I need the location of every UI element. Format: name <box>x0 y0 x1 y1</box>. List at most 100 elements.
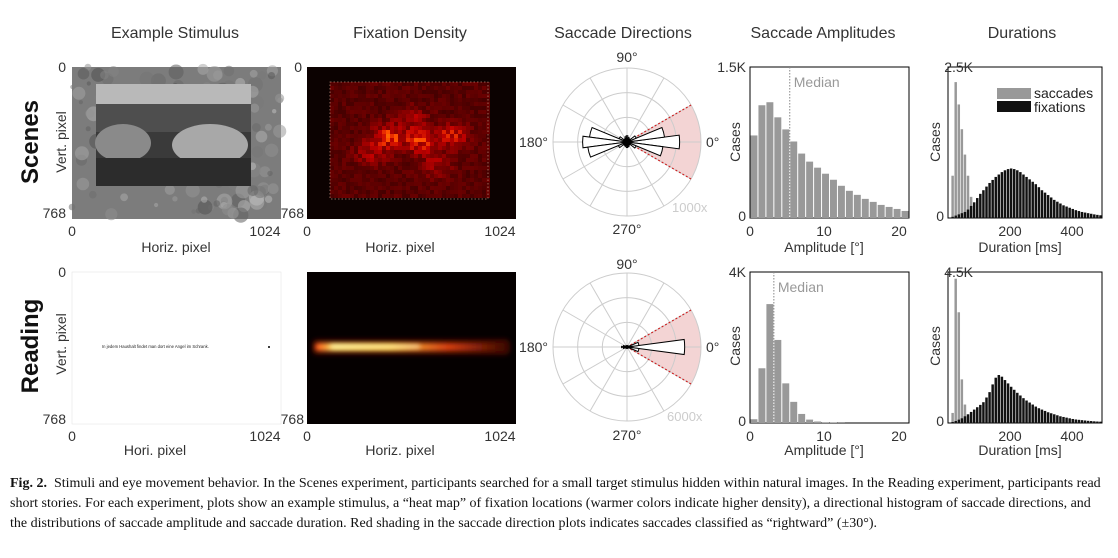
heatmap-cell <box>386 98 390 102</box>
heatmap-cell <box>370 126 374 130</box>
polar-spoke <box>589 346 628 412</box>
heatmap-cell <box>406 182 410 186</box>
heatmap-cell <box>446 138 450 142</box>
heatmap-cell <box>374 130 378 134</box>
heatmap-cell <box>382 186 386 190</box>
heatmap-cell <box>402 190 406 194</box>
heatmap-cell <box>470 114 474 118</box>
reading-amplitude-xtick-0: 0 <box>746 428 754 444</box>
direction-bar <box>582 135 628 149</box>
fixations-bar <box>1059 203 1062 218</box>
heatmap-cell <box>354 178 358 182</box>
heatmap-cell <box>370 190 374 194</box>
heatmap-cell <box>414 114 418 118</box>
heatmap-cell <box>442 162 446 166</box>
heatmap-cell <box>414 166 418 170</box>
heatmap-cell <box>438 122 442 126</box>
heatmap-cell <box>418 114 422 118</box>
heatmap-cell <box>438 94 442 98</box>
heatmap-cell <box>330 126 334 130</box>
heatmap-cell <box>466 134 470 138</box>
heatmap-cell <box>402 138 406 142</box>
legend-swatch-saccades <box>997 88 1031 99</box>
heatmap-cell <box>338 162 342 166</box>
heatmap-cell <box>410 194 414 198</box>
heatmap-cell <box>378 142 382 146</box>
heatmap-cell <box>462 162 466 166</box>
fixations-bar <box>1074 419 1078 423</box>
heatmap-cell <box>462 102 466 106</box>
heatmap-cell <box>434 150 438 154</box>
heatmap-cell <box>422 150 426 154</box>
heatmap-cell <box>346 86 350 90</box>
heatmap-cell <box>362 106 366 110</box>
heatmap-cell <box>330 158 334 162</box>
heatmap-cell <box>422 102 426 106</box>
heatmap-cell <box>338 190 342 194</box>
heatmap-cell <box>346 130 350 134</box>
heatmap-cell <box>482 98 486 102</box>
heatmap-cell <box>354 162 358 166</box>
heatmap-cell <box>338 178 342 182</box>
heatmap-cell <box>402 150 406 154</box>
fixations-bar <box>1059 416 1062 423</box>
amplitude-bar <box>758 368 766 423</box>
heatmap-cell <box>370 102 374 106</box>
heatmap-cell <box>414 154 418 158</box>
heatmap-cell <box>370 154 374 158</box>
scenes-polar-radius-label: 1000x <box>672 200 708 215</box>
heatmap-cell <box>426 170 430 174</box>
heatmap-cell <box>450 182 454 186</box>
heatmap-cell <box>426 174 430 178</box>
heatmap-cell <box>366 134 370 138</box>
heatmap-cell <box>366 142 370 146</box>
direction-bar <box>626 141 664 157</box>
heatmap-cell <box>346 170 350 174</box>
texture-blob <box>139 71 155 87</box>
heatmap-cell <box>466 106 470 110</box>
heatmap-cell <box>346 138 350 142</box>
saccades-bar <box>960 379 964 423</box>
heatmap-cell <box>382 154 386 158</box>
heatmap-cell <box>474 166 478 170</box>
heatmap-cell <box>418 82 422 86</box>
heatmap-cell <box>470 122 474 126</box>
heatmap-cell <box>366 86 370 90</box>
heatmap-cell <box>470 182 474 186</box>
heatmap-cell <box>398 182 402 186</box>
scenes-polar-label-90: 90° <box>616 49 637 65</box>
heatmap-cell <box>386 142 390 146</box>
heatmap-cell <box>378 154 382 158</box>
heatmap-cell <box>458 118 462 122</box>
fixations-bar <box>997 174 1001 218</box>
row-label-reading: Reading <box>17 299 44 394</box>
fixations-bar <box>966 414 970 423</box>
heatmap-cell <box>390 106 394 110</box>
heatmap-cell <box>350 82 354 86</box>
amplitude-bar <box>766 304 774 423</box>
texture-blob <box>185 183 200 198</box>
saccades-bar <box>954 278 957 423</box>
heatmap-cell <box>450 194 454 198</box>
heatmap-cell <box>366 106 370 110</box>
heatmap-cell <box>374 82 378 86</box>
heatmap-cell <box>414 142 418 146</box>
heatmap-cell <box>438 170 442 174</box>
heatmap-cell <box>470 170 474 174</box>
heatmap-cell <box>386 126 390 130</box>
scenes-density-image-border <box>329 81 489 200</box>
heatmap-cell <box>478 138 482 142</box>
heatmap-cell <box>358 118 362 122</box>
heatmap-cell <box>414 186 418 190</box>
heatmap-cell <box>394 146 398 150</box>
heatmap-cell <box>370 146 374 150</box>
heatmap-cell <box>458 154 462 158</box>
reading-stimulus-sentence: In jedem Haushalt findet man dort eine A… <box>102 344 209 349</box>
heatmap-cell <box>454 182 458 186</box>
heatmap-cell <box>354 154 358 158</box>
heatmap-cell <box>386 158 390 162</box>
heatmap-cell <box>438 130 442 134</box>
fixations-bar <box>1086 420 1090 423</box>
heatmap-cell <box>398 98 402 102</box>
heatmap-cell <box>462 138 466 142</box>
